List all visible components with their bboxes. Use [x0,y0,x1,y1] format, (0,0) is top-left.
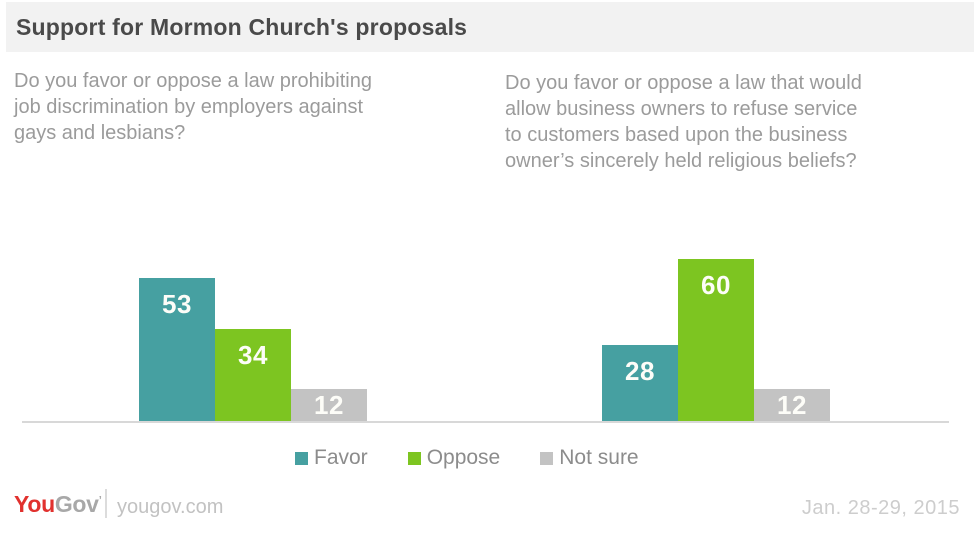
question-left-line: job discrimination by employers against [14,96,364,118]
yougov-logo: YouGov’ [14,491,102,518]
legend-item-not-sure: Not sure [540,446,639,470]
logo-gov: Gov [54,491,99,517]
question-left-line: gays and lesbians? [14,122,186,144]
logo-trademark: ’ [98,494,102,507]
survey-date: Jan. 28-29, 2015 [801,497,960,519]
question-right-line: to customers based upon the business [505,124,848,146]
bar-value-label: 34 [238,340,268,370]
legend-swatch-oppose [407,451,421,465]
chart-legend: Favor Oppose Not sure [295,446,639,470]
bar-right-favor: 28 [602,345,678,421]
question-right: Do you favor or oppose a law that would … [505,70,965,174]
question-right-line: owner’s sincerely held religious beliefs… [505,150,857,172]
bar-right-not-sure: 12 [754,389,830,421]
yougov-site-link[interactable]: yougov.com [117,496,224,518]
legend-label: Oppose [426,446,501,469]
footer-divider [105,489,107,518]
legend-item-oppose: Oppose [407,446,501,470]
bar-value-label: 12 [314,389,344,420]
bar-value-label: 28 [625,356,655,386]
legend-label: Favor [314,446,368,469]
question-right-line: allow business owners to refuse service [505,98,858,120]
bar-value-label: 12 [777,389,807,420]
bar-left-oppose: 34 [215,329,291,421]
x-axis-baseline [22,421,949,423]
bar-right-oppose: 60 [678,259,754,421]
bar-value-label: 60 [701,270,731,300]
question-left: Do you favor or oppose a law prohibiting… [14,68,484,146]
bar-left-favor: 53 [139,278,215,421]
question-left-line: Do you favor or oppose a law prohibiting [14,70,372,92]
question-right-line: Do you favor or oppose a law that would [505,72,862,94]
legend-swatch-not-sure [540,451,554,465]
legend-label: Not sure [559,446,639,469]
page-title: Support for Mormon Church's proposals [16,14,468,40]
bar-value-label: 53 [162,289,192,319]
header-bar: Support for Mormon Church's proposals [6,2,974,52]
legend-item-favor: Favor [295,446,368,470]
logo-you: You [14,491,55,517]
bar-left-not-sure: 12 [291,389,367,421]
legend-swatch-favor [295,451,308,465]
